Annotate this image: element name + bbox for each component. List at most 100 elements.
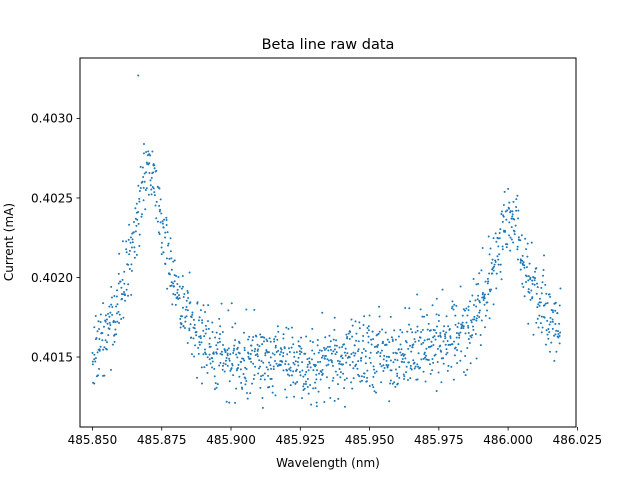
data-point <box>350 381 353 384</box>
data-point <box>551 320 554 323</box>
data-point <box>188 329 191 332</box>
data-point <box>165 224 168 227</box>
data-point <box>413 361 416 364</box>
data-point <box>357 340 360 343</box>
data-point <box>352 367 355 370</box>
data-point <box>525 248 528 251</box>
data-point <box>290 374 293 377</box>
data-point <box>317 390 320 393</box>
data-point <box>379 355 382 358</box>
data-point <box>436 360 439 363</box>
data-point <box>416 378 419 381</box>
data-point <box>515 206 518 209</box>
data-point <box>539 301 542 304</box>
data-point <box>319 360 322 363</box>
data-point <box>315 378 318 381</box>
data-point <box>349 364 352 366</box>
data-point <box>336 359 339 362</box>
data-point <box>507 207 510 210</box>
data-point <box>282 333 285 336</box>
data-point <box>129 241 132 244</box>
data-point <box>224 350 227 353</box>
data-point <box>309 383 312 386</box>
data-point <box>252 378 255 381</box>
data-point <box>306 366 309 369</box>
data-point <box>540 286 543 289</box>
data-point <box>393 381 396 384</box>
data-point <box>345 361 348 364</box>
data-point <box>131 241 134 244</box>
data-point <box>445 348 448 351</box>
data-point <box>352 377 355 380</box>
data-point <box>337 397 340 400</box>
data-point <box>545 329 548 332</box>
data-point <box>135 253 138 256</box>
data-point <box>204 332 207 335</box>
data-point <box>137 74 140 77</box>
data-point <box>473 315 476 318</box>
data-point <box>137 184 140 187</box>
data-point <box>232 374 235 377</box>
data-point <box>153 191 156 194</box>
data-point <box>555 329 558 332</box>
data-point <box>337 383 339 386</box>
data-point <box>256 353 259 356</box>
data-point <box>125 248 128 251</box>
data-point <box>551 327 554 330</box>
data-point <box>304 352 307 355</box>
data-point <box>315 405 318 408</box>
data-point <box>408 323 411 326</box>
data-point <box>138 200 141 203</box>
data-point <box>182 324 185 327</box>
data-point <box>525 266 528 269</box>
data-point <box>384 331 387 334</box>
data-point <box>410 368 413 371</box>
data-point <box>312 369 315 372</box>
data-point <box>128 253 131 256</box>
data-point <box>324 336 327 339</box>
data-point <box>187 297 190 300</box>
data-point <box>431 304 434 307</box>
data-point <box>507 187 510 190</box>
data-point <box>450 365 453 368</box>
data-point <box>475 283 478 286</box>
data-point <box>267 374 270 377</box>
data-point <box>268 337 271 340</box>
data-point <box>211 360 214 363</box>
data-point <box>482 298 485 301</box>
data-point <box>189 323 192 326</box>
data-point <box>119 280 122 283</box>
data-point <box>260 360 263 363</box>
data-point <box>407 347 410 350</box>
data-point <box>376 345 379 348</box>
data-point <box>442 357 445 360</box>
data-point <box>400 348 403 351</box>
data-point <box>145 150 148 153</box>
data-point <box>554 309 557 312</box>
data-point <box>161 220 164 223</box>
data-point <box>118 252 121 255</box>
data-point <box>233 347 236 350</box>
data-point <box>394 385 397 388</box>
data-point <box>292 361 295 364</box>
data-point <box>360 359 363 362</box>
data-point <box>94 357 97 360</box>
data-point <box>262 340 265 343</box>
data-point <box>212 352 215 355</box>
data-point <box>220 302 223 305</box>
data-point <box>305 371 308 374</box>
data-point <box>532 333 535 336</box>
data-point <box>216 348 219 351</box>
data-point <box>214 336 217 339</box>
data-point <box>345 377 348 380</box>
data-point <box>101 339 104 342</box>
data-point <box>116 320 119 323</box>
data-point <box>200 366 203 369</box>
data-point <box>370 343 373 346</box>
data-point <box>232 349 235 352</box>
data-point <box>292 343 295 346</box>
data-point <box>548 331 551 334</box>
data-point <box>529 298 532 301</box>
data-point <box>343 343 346 346</box>
data-point <box>464 374 467 377</box>
